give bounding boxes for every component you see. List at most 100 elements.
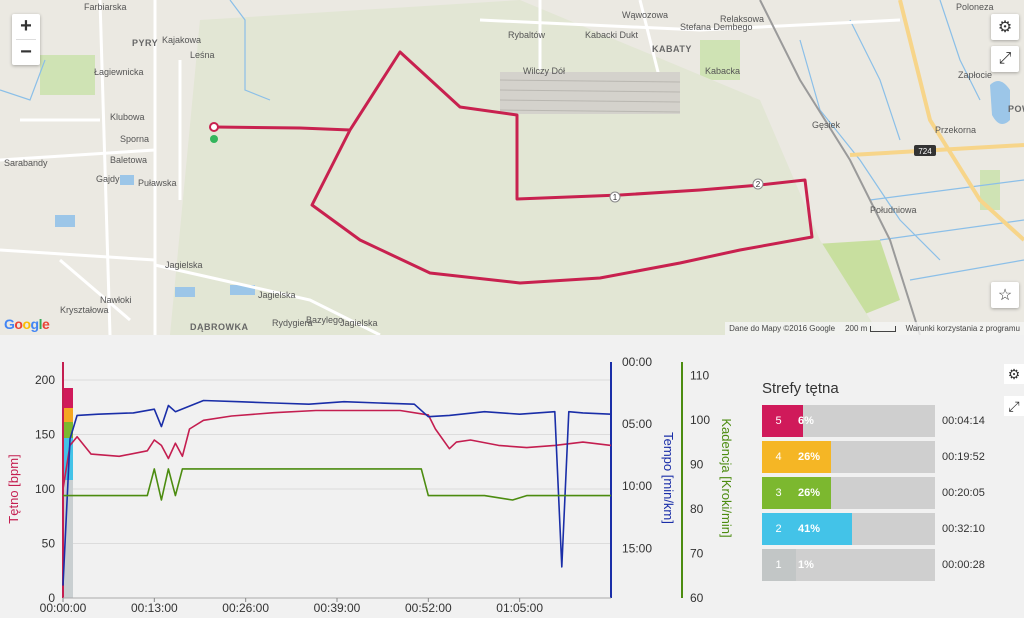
hr-tick-label: 0 — [48, 591, 55, 605]
zone-number: 5 — [762, 405, 795, 437]
tempo-tick-label: 00:00 — [622, 355, 652, 369]
zone-number: 1 — [762, 549, 795, 581]
park-area — [40, 55, 95, 95]
forest-area — [170, 0, 880, 335]
map-canvas[interactable]: 1 2 724 — [0, 0, 1024, 335]
cadence-axis-label: Kadencja [Kroki/min] — [719, 418, 734, 537]
street-label: Rydygiera — [272, 318, 313, 328]
zone-number: 3 — [762, 477, 795, 509]
x-tick-label: 00:39:00 — [314, 601, 361, 615]
map-data-credit[interactable]: Dane do Mapy ©2016 Google — [729, 324, 836, 333]
terms-link[interactable]: Warunki korzystania z programu — [905, 324, 1020, 333]
map-favorite-button[interactable]: ☆ — [991, 282, 1019, 308]
tempo-tick-label: 05:00 — [622, 417, 652, 431]
street-label: Baletowa — [110, 155, 148, 165]
map-fullscreen-button[interactable]: ⤢ — [991, 46, 1019, 72]
map-settings-button[interactable]: ⚙ — [991, 14, 1019, 40]
zone-row-2: 2 41% 00:32:10 — [760, 513, 1024, 547]
plot-background[interactable] — [63, 362, 611, 598]
street-label: Wąwozowa — [622, 10, 669, 20]
cadence-tick-label: 90 — [690, 457, 704, 471]
zones-list: 5 6% 00:04:14 4 26% 00:19:52 3 26% 00:20:05 2 41% 0… — [760, 405, 1024, 583]
x-tick-label: 01:05:00 — [496, 601, 543, 615]
street-label: Południowa — [870, 205, 917, 215]
gear-icon: ⚙ — [997, 19, 1013, 36]
street-label: Rybaltów — [508, 30, 546, 40]
km-marker-1-label: 1 — [613, 193, 618, 202]
road-number-text: 724 — [918, 147, 932, 156]
zoom-out-button[interactable]: − — [20, 41, 32, 63]
google-logo[interactable]: Google — [4, 316, 50, 332]
district-label: DĄBROWKA — [190, 322, 249, 332]
park-area — [980, 170, 1000, 210]
zone-time: 00:20:05 — [942, 487, 985, 499]
tempo-tick-label: 10:00 — [622, 479, 652, 493]
zone-row-3: 3 26% 00:20:05 — [760, 477, 1024, 511]
fullscreen-icon: ⤢ — [998, 50, 1012, 67]
street-label: Bazylego — [306, 315, 344, 325]
street-label: Sporna — [120, 134, 150, 144]
street-label: Klubowa — [110, 112, 145, 122]
railway-line — [759, 0, 921, 335]
zone-fill-bar — [795, 549, 797, 581]
rail-yard — [500, 72, 680, 114]
route-start-marker[interactable] — [209, 122, 219, 132]
route-finish-marker[interactable] — [210, 135, 218, 143]
x-tick-label: 00:00:00 — [40, 601, 87, 615]
heart-rate-line[interactable] — [62, 409, 612, 490]
street-label: Jagielska — [258, 290, 296, 300]
scale-bar: 200 m — [845, 324, 896, 333]
street-label: Sarabandy — [4, 158, 48, 168]
star-icon: ☆ — [997, 287, 1013, 304]
zone-fill-bar — [795, 441, 832, 473]
route-map[interactable]: 1 2 724 Farbiarska PYRY Kajakowa Leśna Ł… — [0, 0, 1024, 335]
park-area — [700, 40, 740, 80]
chart-settings-button[interactable]: ⚙ — [1004, 364, 1024, 384]
zone-time: 00:00:28 — [942, 559, 985, 571]
zone-strip-segment — [63, 408, 73, 422]
x-tick-label: 00:13:00 — [131, 601, 178, 615]
streams — [0, 0, 1024, 281]
km-marker-1[interactable] — [609, 191, 621, 203]
zone-strip-segment — [63, 480, 73, 598]
zone-number: 2 — [762, 513, 795, 545]
zone-percent: 41% — [798, 523, 821, 535]
cadence-line[interactable] — [63, 468, 611, 501]
zone-row-5: 5 6% 00:04:14 — [760, 405, 1024, 439]
street-label: Łagiewnicka — [94, 67, 144, 77]
map-attribution: Dane do Mapy ©2016 Google 200 m Warunki … — [725, 322, 1024, 335]
street-label: Kabacki Dukt — [585, 30, 639, 40]
zone-fill-bar — [795, 405, 804, 437]
x-tick-label: 00:52:00 — [405, 601, 452, 615]
zone-strip-segment — [63, 388, 73, 408]
roads — [0, 0, 901, 335]
cadence-tick-label: 110 — [690, 368, 709, 382]
km-marker-2[interactable] — [752, 178, 764, 190]
street-label: Kajakowa — [162, 35, 202, 45]
street-label: Farbiarska — [84, 2, 127, 12]
district-label: POW — [1008, 104, 1024, 114]
street-label: Kabacka — [705, 66, 741, 76]
street-label: Gęsiek — [812, 120, 841, 130]
zone-number: 4 — [762, 441, 795, 473]
hr-tick-label: 50 — [42, 537, 56, 551]
pond — [120, 175, 134, 185]
street-label: Stefana Dembego — [680, 22, 753, 32]
zone-percent: 26% — [798, 451, 821, 463]
street-label: Nawłoki — [100, 295, 132, 305]
zoom-in-button[interactable]: + — [20, 15, 32, 37]
hr-tick-label: 150 — [35, 428, 55, 442]
route-path[interactable] — [214, 50, 814, 285]
street-label: Wilczy Dół — [523, 66, 565, 76]
tempo-line[interactable] — [62, 399, 612, 586]
chart-fullscreen-button[interactable]: ⤢ — [1004, 396, 1024, 416]
activity-chart[interactable]: 0 50 100 150 200 00:00:00 00:13:00 00:26:00 00:3… — [0, 348, 740, 618]
cadence-tick-label: 60 — [690, 591, 704, 605]
district-label: KABATY — [652, 44, 692, 54]
x-tick-label: 00:26:00 — [222, 601, 269, 615]
zone-time: 00:32:10 — [942, 523, 985, 535]
road-number-badge — [914, 145, 936, 156]
zone-fill-bar — [795, 513, 853, 545]
zone-percent: 26% — [798, 487, 821, 499]
cadence-tick-label: 100 — [690, 413, 710, 427]
